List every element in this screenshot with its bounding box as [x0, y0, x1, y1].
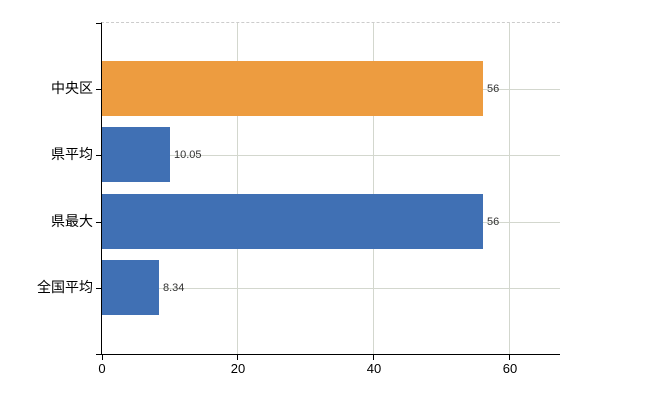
y-axis-tick: [96, 89, 102, 90]
category-label: 中央区: [51, 80, 93, 96]
gridline-horizontal: [102, 288, 560, 289]
bar-value-label: 8.34: [163, 282, 185, 294]
bar: [102, 61, 483, 116]
gridline-vertical: [373, 23, 374, 354]
bar: [102, 127, 170, 182]
gridline-vertical: [237, 23, 238, 354]
gridline-horizontal: [102, 155, 560, 156]
x-tick-label: 60: [502, 361, 518, 376]
gridline-vertical: [509, 23, 510, 354]
y-axis-tick: [96, 23, 102, 24]
x-axis-tick: [102, 354, 103, 360]
plot-area: 56 10.05 56 8.34 0 20 40 60: [96, 22, 560, 376]
x-tick-label: 0: [98, 361, 106, 376]
bar: [102, 194, 483, 249]
y-axis-tick: [96, 155, 102, 156]
bar-value-label: 56: [487, 83, 500, 95]
y-axis-tick: [96, 222, 102, 223]
category-label: 県平均: [51, 146, 93, 162]
bar: [102, 260, 159, 315]
x-axis-tick: [237, 354, 238, 360]
bar-value-label: 10.05: [174, 149, 202, 161]
x-axis-tick: [509, 354, 510, 360]
category-label: 県最大: [51, 213, 93, 229]
bar-value-label: 56: [487, 216, 500, 228]
y-axis-tick: [96, 288, 102, 289]
y-axis-tick: [96, 354, 102, 355]
category-label: 全国平均: [37, 279, 93, 295]
x-tick-label: 40: [366, 361, 382, 376]
x-axis-tick: [373, 354, 374, 360]
x-tick-label: 20: [230, 361, 246, 376]
